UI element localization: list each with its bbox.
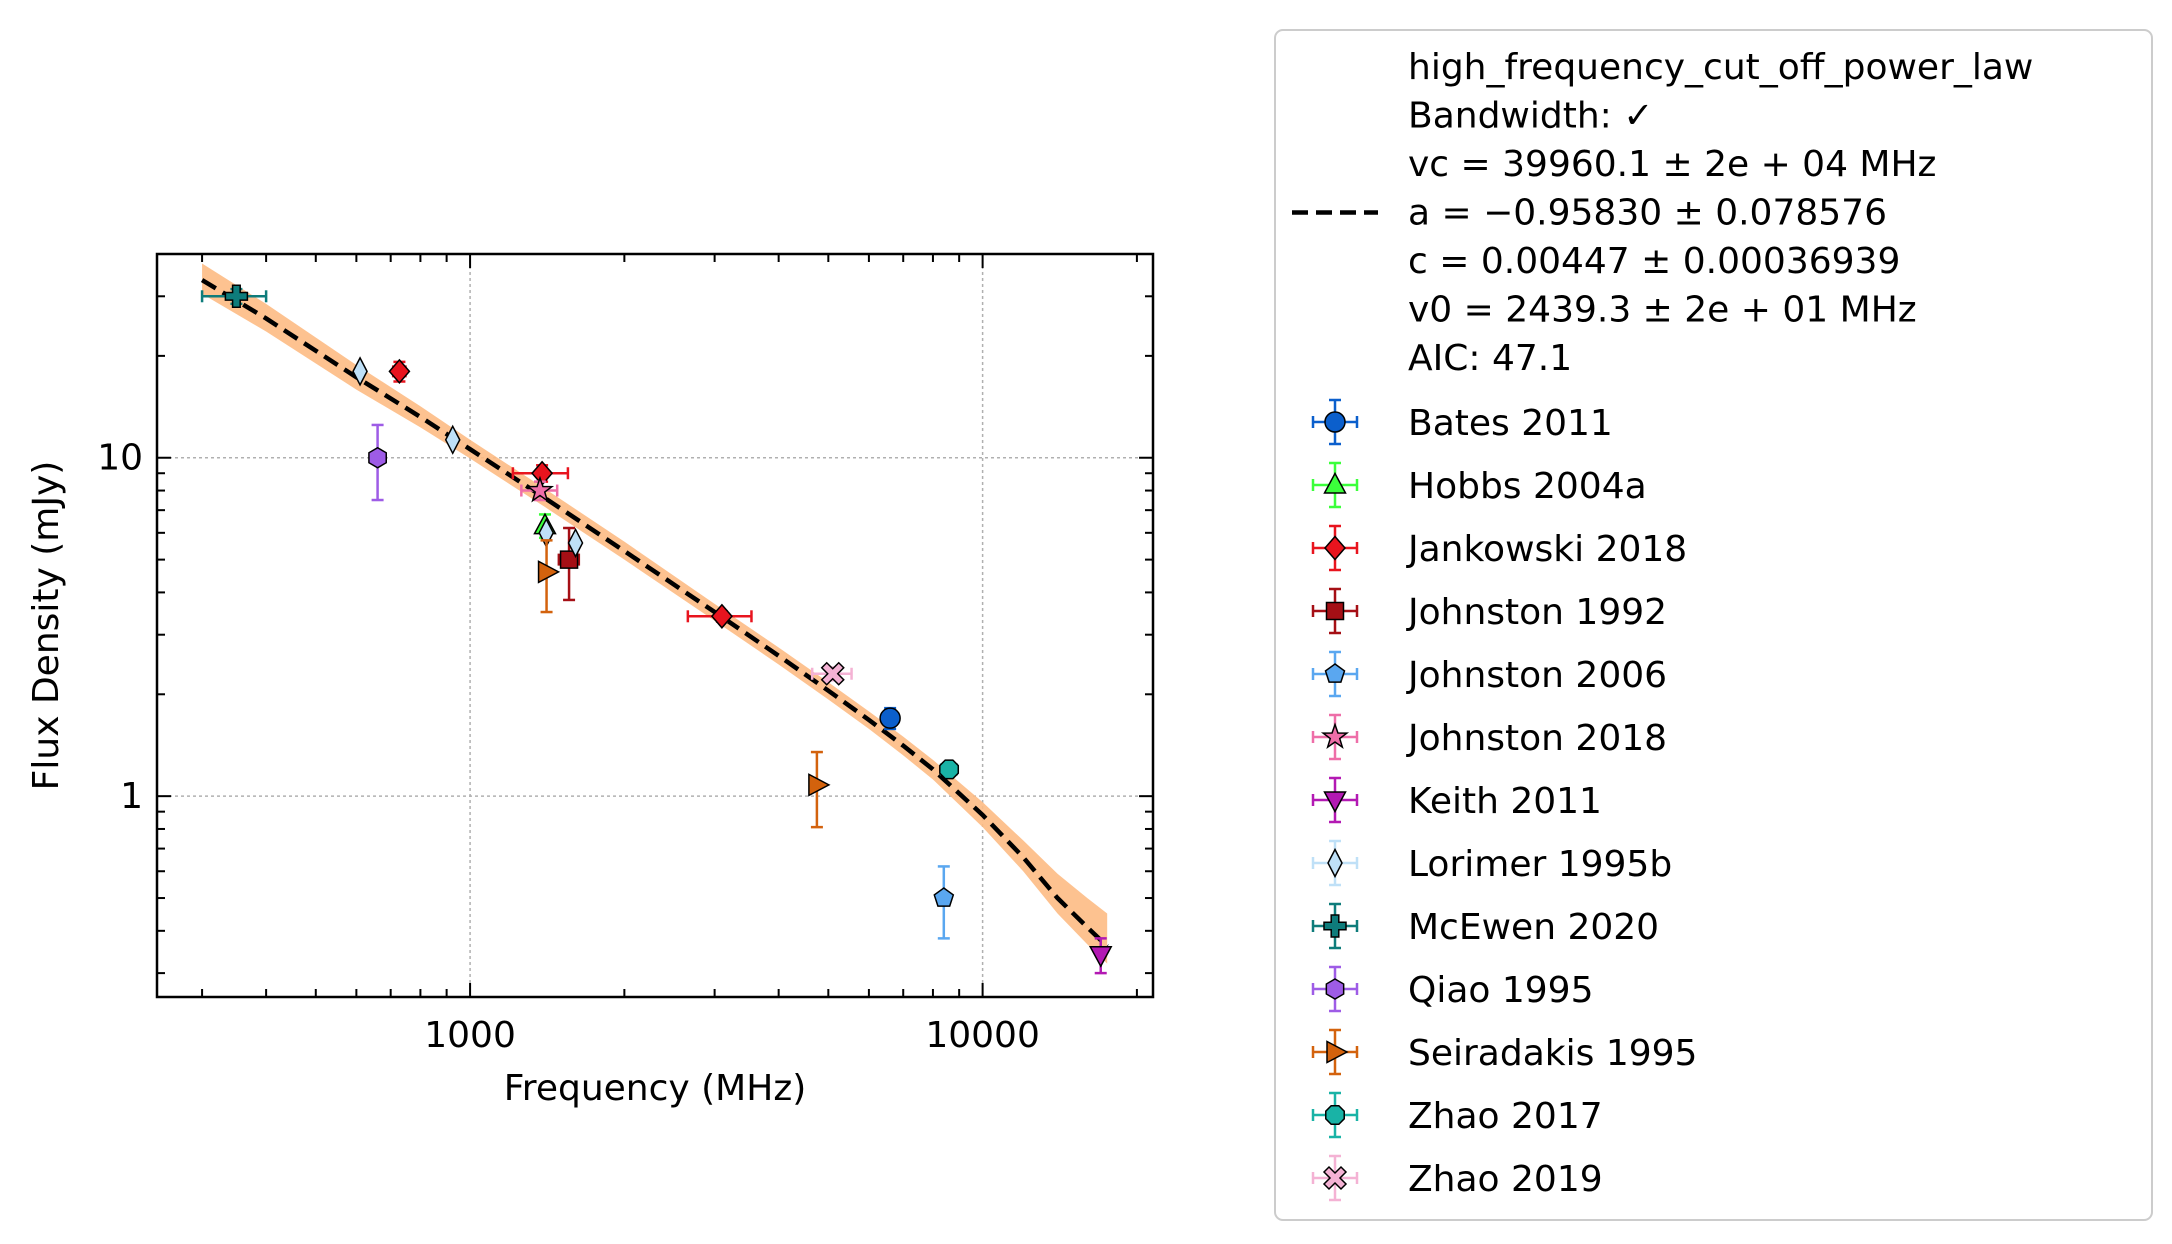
legend-marker — [1327, 847, 1343, 879]
fit-band-area — [202, 263, 1108, 964]
series-group — [879, 706, 901, 731]
data-point — [879, 707, 901, 729]
legend-label: Zhao 2019 — [1408, 1159, 1603, 1200]
series-group — [368, 423, 387, 502]
tick-labels: 1000 10000 1 10 — [97, 438, 1040, 1056]
legend-marker — [1325, 1105, 1345, 1125]
fit-uncertainty-band — [202, 263, 1108, 964]
legend-marker — [1325, 601, 1345, 621]
legend-marker — [1322, 1165, 1348, 1191]
legend-marker — [1323, 471, 1347, 494]
series-group — [200, 284, 268, 309]
data-point — [808, 773, 831, 797]
legend-marker — [1324, 411, 1346, 433]
data-points — [200, 284, 1113, 975]
series-group — [1088, 937, 1113, 975]
legend-label: Jankowski 2018 — [1406, 529, 1687, 570]
legend-label: Johnston 2018 — [1406, 718, 1667, 759]
legend-marker — [1323, 791, 1347, 814]
x-tick-label: 10000 — [925, 1015, 1040, 1056]
legend-entry: McEwen 2020 — [1311, 902, 1659, 950]
legend-marker — [1324, 663, 1346, 683]
legend-fit-text-line: a = −0.95830 ± 0.078576 — [1408, 193, 1887, 234]
legend-fit-text-line: vc = 39960.1 ± 2e + 04 MHz — [1408, 144, 1936, 185]
grid-lines — [157, 254, 1153, 997]
legend-marker — [1324, 535, 1346, 561]
legend-label: Qiao 1995 — [1408, 970, 1593, 1011]
legend-entry: Johnston 2006 — [1311, 650, 1667, 698]
legend-entry: Hobbs 2004a — [1311, 461, 1647, 509]
legend-entry: Seiradakis 1995 — [1311, 1028, 1697, 1076]
legend-label: Bates 2011 — [1408, 403, 1613, 444]
legend-fit-text-line: v0 = 2439.3 ± 2e + 01 MHz — [1408, 290, 1917, 331]
series-group — [537, 539, 831, 829]
legend-label: Johnston 1992 — [1406, 592, 1667, 633]
data-point — [933, 887, 955, 907]
legend-marker — [1323, 914, 1347, 938]
legend-entry: Johnston 2018 — [1311, 713, 1667, 761]
legend-entry: Lorimer 1995b — [1311, 839, 1672, 887]
legend-box — [1274, 29, 2153, 1221]
plot-area: 1000 10000 1 10 — [97, 252, 1155, 1056]
series-group — [810, 661, 853, 686]
series-group — [520, 475, 559, 503]
legend-entry: Bates 2011 — [1311, 398, 1613, 446]
legend-entry: Zhao 2019 — [1311, 1154, 1603, 1202]
legend-fit-text-line: Bandwidth: ✓ — [1408, 96, 1653, 137]
legend-fit-text-line: AIC: 47.1 — [1408, 338, 1572, 379]
data-point — [352, 356, 368, 387]
legend-label: Lorimer 1995b — [1408, 844, 1672, 885]
legend-fit-entry: high_frequency_cut_off_power_law Bandwidt… — [1292, 47, 2033, 379]
legend-label: Keith 2011 — [1408, 781, 1602, 822]
series-group — [557, 526, 581, 602]
data-point — [525, 475, 555, 503]
y-axis-label: Flux Density (mJy) — [26, 461, 67, 791]
axis-ticks — [157, 253, 1153, 997]
x-tick-label: 1000 — [424, 1015, 516, 1056]
fit-line — [200, 278, 1109, 948]
legend-label: Johnston 2006 — [1406, 655, 1667, 696]
legend-label: Hobbs 2004a — [1408, 466, 1647, 507]
legend-label: Zhao 2017 — [1408, 1096, 1603, 1137]
legend-entry: Johnston 1992 — [1311, 587, 1667, 635]
data-point — [537, 560, 561, 584]
fit-curve — [200, 278, 1109, 948]
data-point — [444, 424, 461, 455]
data-point — [388, 358, 411, 385]
data-point — [939, 759, 960, 780]
data-point — [368, 446, 387, 469]
y-tick-label: 1 — [120, 776, 143, 817]
x-axis-label: Frequency (MHz) — [504, 1068, 807, 1109]
legend: high_frequency_cut_off_power_law Bandwidt… — [1274, 29, 2153, 1221]
legend-entry: Jankowski 2018 — [1311, 524, 1687, 572]
legend-label: Seiradakis 1995 — [1408, 1033, 1697, 1074]
data-point — [710, 603, 733, 629]
legend-entry: Qiao 1995 — [1311, 965, 1593, 1013]
legend-entry: Keith 2011 — [1311, 776, 1602, 824]
legend-label: McEwen 2020 — [1408, 907, 1659, 948]
y-tick-label: 10 — [97, 438, 143, 479]
legend-marker — [1325, 978, 1345, 1000]
legend-fit-text-line: c = 0.00447 ± 0.00036939 — [1408, 241, 1900, 282]
legend-series-entries: Bates 2011 Hobbs 2004a Jankowski 2018 Johns… — [1311, 398, 1697, 1202]
legend-marker — [1320, 722, 1350, 749]
series-group — [939, 759, 960, 780]
legend-entry: Zhao 2017 — [1311, 1091, 1603, 1139]
legend-marker — [1326, 1040, 1349, 1064]
legend-fit-text-line: high_frequency_cut_off_power_law — [1408, 47, 2033, 88]
data-point — [567, 527, 584, 559]
data-point — [224, 284, 249, 309]
series-group — [933, 865, 955, 940]
data-point — [559, 550, 579, 569]
data-point — [1088, 945, 1113, 968]
series-group — [388, 358, 753, 629]
axes-frame — [155, 252, 1155, 999]
data-point — [820, 661, 845, 686]
